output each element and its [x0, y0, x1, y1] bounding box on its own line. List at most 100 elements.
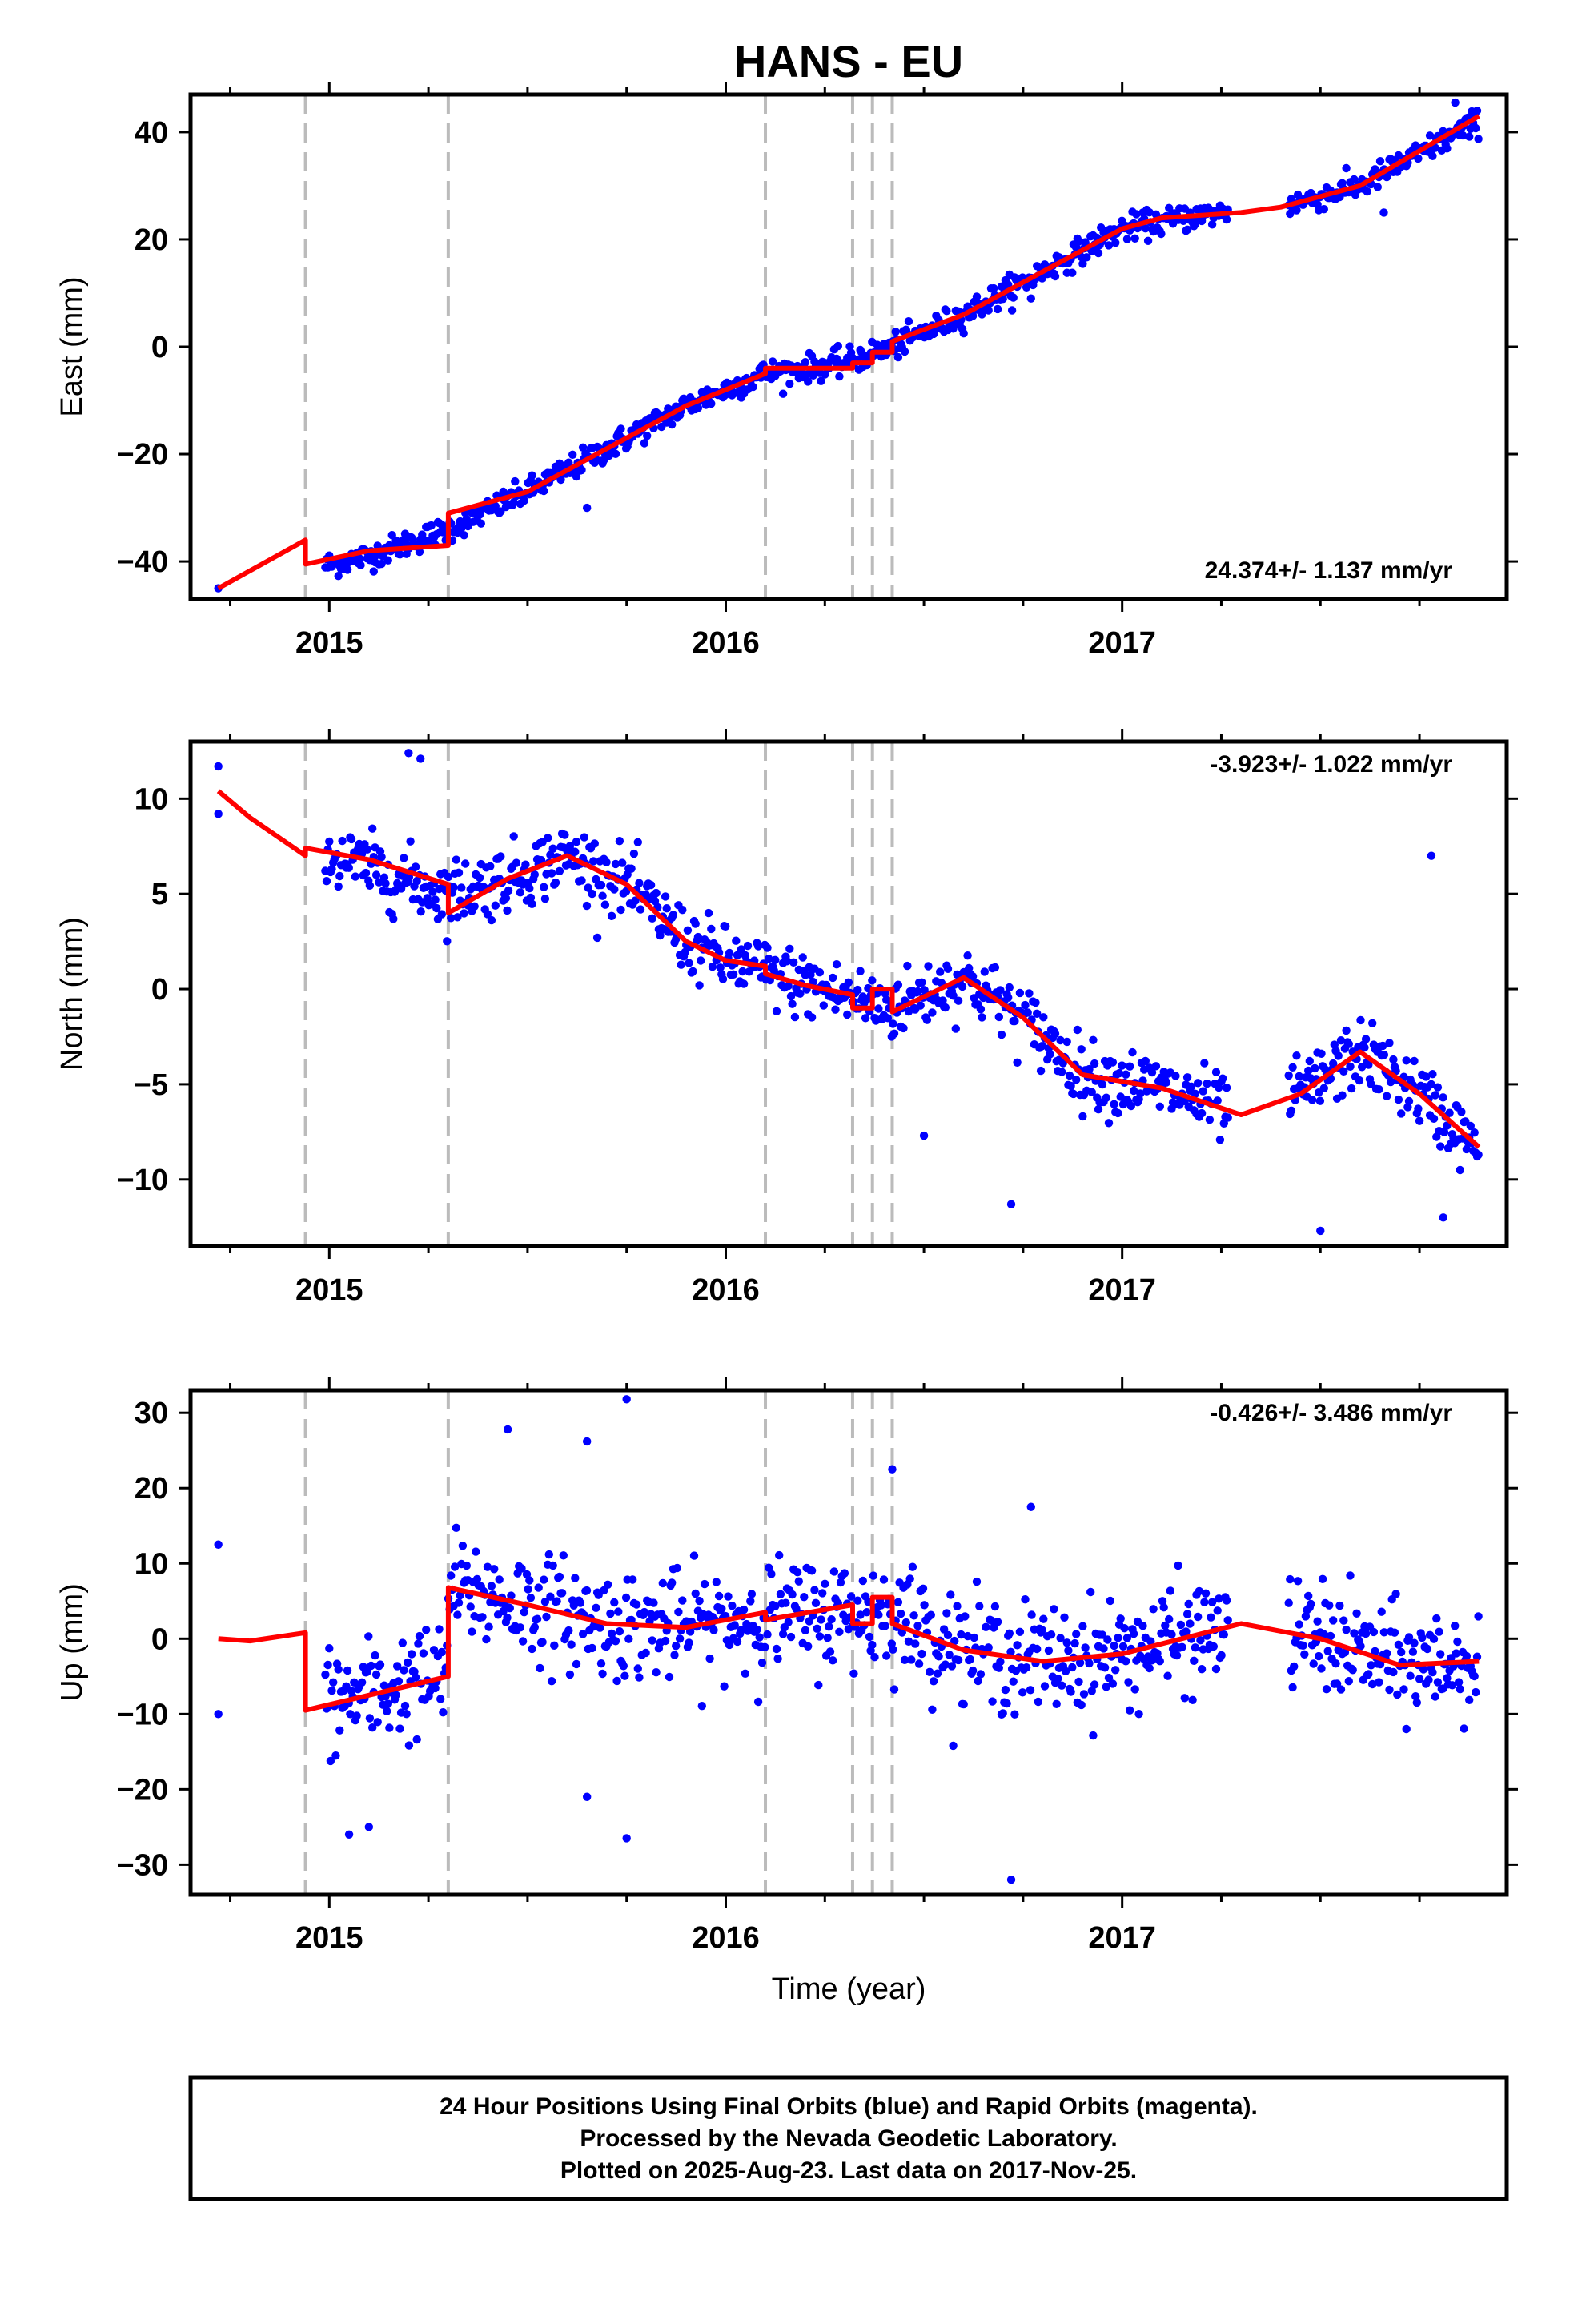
point-175 [550, 1641, 559, 1650]
point-28 [357, 1678, 367, 1687]
point-303 [717, 1604, 726, 1614]
point-764 [1379, 1051, 1389, 1059]
point-800 [1427, 1080, 1436, 1089]
point-438 [893, 980, 903, 989]
point-768 [1385, 1685, 1394, 1695]
point-563 [1058, 1068, 1066, 1076]
point-181 [557, 1589, 567, 1598]
point-265 [668, 1578, 677, 1587]
point-771 [1389, 1667, 1398, 1677]
point-183 [560, 830, 569, 839]
point-434 [889, 1645, 897, 1654]
point-529 [1013, 1641, 1022, 1650]
point-476 [943, 964, 953, 974]
point-505 [982, 1622, 990, 1632]
point-332 [755, 1633, 764, 1642]
y-tick-label-1: −20 [117, 438, 168, 472]
point-462 [926, 1667, 934, 1676]
point-309 [725, 948, 734, 958]
point-19 [346, 1710, 355, 1719]
point-149 [516, 1623, 524, 1632]
point-839 [503, 1425, 512, 1434]
point-171 [544, 1550, 553, 1559]
point-100 [452, 855, 460, 864]
point-523 [1005, 1629, 1014, 1638]
point-176 [551, 878, 560, 887]
point-17 [343, 565, 352, 574]
point-326 [747, 1590, 757, 1598]
point-493 [966, 1655, 975, 1664]
point-355 [785, 380, 794, 388]
point-256 [656, 931, 665, 940]
point-682 [1213, 1606, 1222, 1615]
point-139 [503, 1613, 512, 1622]
point-715 [1315, 1096, 1325, 1105]
point-781 [1402, 1056, 1411, 1065]
point-320 [739, 979, 749, 988]
point-833 [1470, 1671, 1479, 1681]
point-704 [1301, 1612, 1311, 1621]
point-285 [693, 932, 703, 942]
point-474 [941, 1003, 950, 1012]
point-716 [1317, 1664, 1326, 1673]
point-379 [817, 1615, 825, 1624]
point-695 [1290, 1662, 1299, 1671]
point-40 [373, 1718, 382, 1727]
point-693 [1287, 195, 1296, 203]
point-848 [344, 1830, 354, 1839]
point-388 [829, 1656, 837, 1665]
point-570 [1066, 1687, 1075, 1696]
point-88 [436, 1695, 445, 1703]
point-690 [1223, 1113, 1232, 1122]
point-65 [406, 837, 415, 846]
point-461 [924, 962, 933, 971]
point-829 [1465, 132, 1474, 141]
point-526 [1009, 293, 1018, 302]
point-61 [400, 1701, 410, 1711]
point-375 [811, 1598, 821, 1608]
point-208 [592, 933, 602, 943]
x-tick-label-1: 2016 [692, 1273, 760, 1307]
point-488 [959, 329, 968, 338]
point-296 [708, 963, 717, 971]
point-545 [1034, 1697, 1043, 1707]
point-244 [640, 439, 649, 448]
point-166 [538, 1638, 547, 1647]
point-793 [1418, 1633, 1427, 1642]
point-327 [749, 382, 757, 392]
point-835 [1472, 107, 1482, 115]
point-521 [1002, 1699, 1011, 1708]
point-447 [905, 1574, 914, 1583]
point-757 [1371, 1647, 1379, 1656]
point-239 [633, 838, 642, 847]
point-799 [1425, 131, 1435, 140]
point-818 [1451, 1622, 1460, 1630]
point-20 [347, 834, 356, 844]
point-90 [439, 1708, 448, 1717]
point-619 [1130, 1685, 1139, 1694]
point-342 [768, 357, 777, 366]
point-458 [920, 986, 929, 995]
point-200 [582, 1586, 592, 1595]
point-779 [1399, 1685, 1408, 1694]
point-157 [526, 893, 536, 903]
point-457 [918, 1584, 928, 1594]
point-480 [949, 1741, 958, 1751]
point-597 [1102, 1683, 1111, 1691]
point-129 [490, 1565, 499, 1574]
point-669 [1196, 1636, 1205, 1645]
point-192 [572, 838, 581, 846]
point-582 [1082, 253, 1091, 262]
point-588 [1090, 1059, 1099, 1068]
point-810 [1439, 1128, 1449, 1136]
point-596 [1100, 1663, 1110, 1672]
point-540 [1027, 1610, 1036, 1619]
point-733 [1339, 1616, 1348, 1625]
point-273 [678, 1596, 687, 1605]
point-745 [1355, 1076, 1364, 1085]
point-266 [669, 911, 678, 919]
point-277 [683, 926, 693, 935]
caption-line-2: Processed by the Nevada Geodetic Laborat… [580, 2125, 1117, 2152]
point-838 [1451, 98, 1460, 107]
point-42 [375, 1660, 385, 1669]
